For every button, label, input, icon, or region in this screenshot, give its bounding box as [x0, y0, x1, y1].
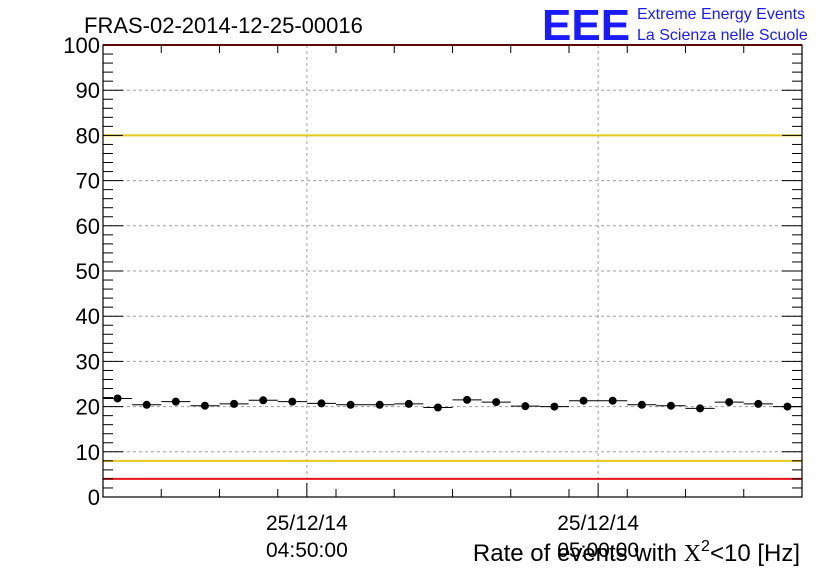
y-tick-labels: 0 10 20 30 40 50 60 70 80 90 100 [63, 33, 100, 510]
data-point [259, 396, 268, 405]
data-point [113, 394, 122, 403]
data-point [579, 396, 588, 405]
data-point [783, 402, 792, 411]
y-tick-label: 60 [76, 214, 100, 239]
x-axis-label-sup: 2 [701, 538, 710, 555]
x-axis-label-prefix: Rate of events with [473, 540, 684, 567]
logo-letters: EEE [542, 1, 630, 50]
x-tick-date-label: 25/12/14 [557, 512, 639, 535]
plot-frame [102, 44, 803, 498]
y-tick-label: 10 [76, 440, 100, 465]
logo-line-1: Extreme Energy Events [637, 6, 805, 23]
data-point [230, 399, 239, 408]
data-points [103, 394, 802, 413]
y-tick-label: 100 [63, 33, 100, 58]
data-point [492, 398, 501, 407]
y-tick-label: 0 [88, 485, 100, 510]
y-tick-label: 30 [76, 349, 100, 374]
x-tick-time-label: 04:50:00 [266, 539, 348, 562]
data-point [463, 395, 472, 404]
data-point [171, 397, 180, 406]
axis-ticks [102, 44, 803, 498]
y-tick-label: 40 [76, 304, 100, 329]
logo-line-2: La Scienza nelle Scuole [637, 27, 808, 44]
x-axis-label-suffix: <10 [Hz] [710, 540, 800, 567]
x-axis-label-symbol: X [684, 541, 701, 567]
reference-lines [103, 44, 802, 480]
data-point [666, 401, 675, 410]
data-point [142, 400, 151, 409]
y-tick-label: 90 [76, 78, 100, 103]
data-point [404, 399, 413, 408]
chart-title: FRAS-02-2014-12-25-00016 [84, 13, 363, 38]
data-point [288, 397, 297, 406]
y-tick-label: 80 [76, 123, 100, 148]
x-tick-date-label: 25/12/14 [266, 512, 348, 535]
data-point [200, 401, 209, 410]
x-tick-time-label: 05:00:00 [557, 539, 639, 562]
data-point [696, 404, 705, 413]
data-point [550, 402, 559, 411]
grid [103, 45, 802, 497]
x-tick-labels: 25/12/14 04:50:00 25/12/14 05:00:00 [266, 512, 639, 562]
data-point [433, 403, 442, 412]
data-point [346, 400, 355, 409]
y-tick-label: 70 [76, 169, 100, 194]
data-point [375, 400, 384, 409]
data-point [754, 399, 763, 408]
data-point [608, 396, 617, 405]
data-point [521, 402, 530, 411]
eee-logo: EEE Extreme Energy Events La Scienza nel… [542, 1, 808, 50]
data-point [637, 400, 646, 409]
y-tick-label: 20 [76, 395, 100, 420]
data-point [317, 399, 326, 408]
y-tick-label: 50 [76, 259, 100, 284]
data-point [725, 398, 734, 407]
x-axis-label: Rate of events with X2<10 [Hz] [473, 538, 800, 567]
